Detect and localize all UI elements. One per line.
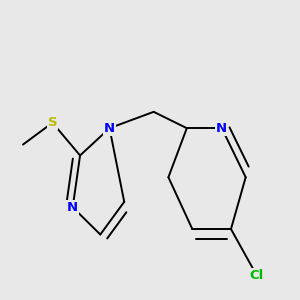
Text: S: S xyxy=(48,116,57,129)
Text: Cl: Cl xyxy=(250,269,264,282)
Text: N: N xyxy=(216,122,227,135)
Text: N: N xyxy=(67,201,78,214)
Text: N: N xyxy=(104,122,115,135)
